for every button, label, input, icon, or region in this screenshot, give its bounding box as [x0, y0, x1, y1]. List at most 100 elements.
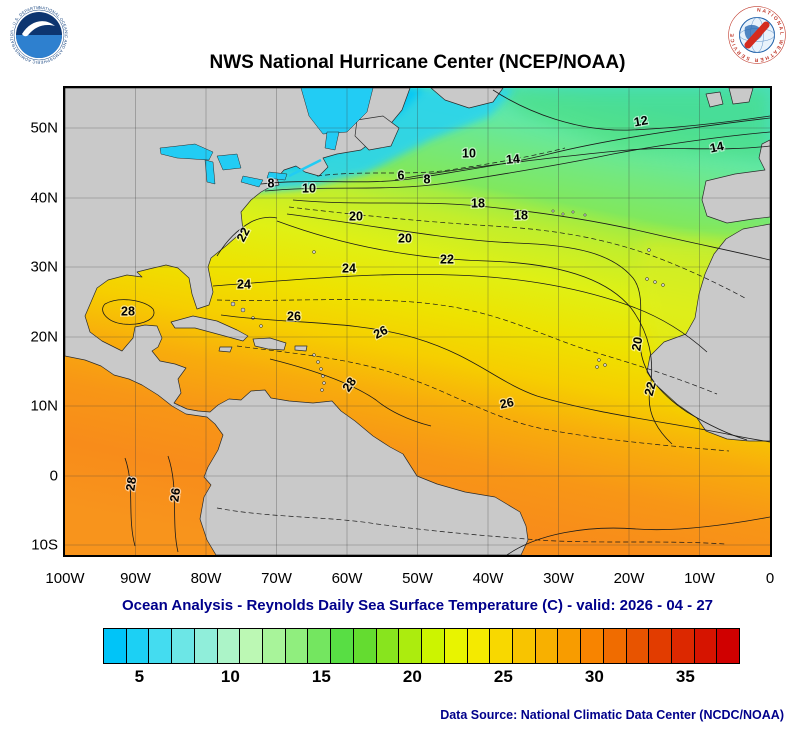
colorbar-cell — [126, 629, 150, 663]
colorbar-cell — [558, 629, 582, 663]
map-caption: Ocean Analysis - Reynolds Daily Sea Surf… — [121, 597, 714, 614]
lat-tick-label: 50N — [30, 119, 58, 137]
colorbar-cell — [149, 629, 173, 663]
lon-tick-label: 90W — [120, 570, 151, 587]
contour-label: 28 — [123, 476, 139, 492]
map-frame: 12 14 14 10 6 8 8 10 18 18 20 20 22 22 24 24 26 26 28 28 26 2… — [63, 86, 772, 557]
nws-red-slash-icon — [744, 21, 770, 49]
isotherm-25 — [216, 299, 718, 395]
contour-label: 22 — [642, 380, 659, 397]
colorbar-cell — [104, 629, 127, 663]
africa-landmass — [646, 223, 770, 442]
colorbar-tick-label: 35 — [675, 667, 695, 686]
colorbar-cell — [331, 629, 354, 663]
colorbar-cell — [353, 629, 377, 663]
page-title: NWS National Hurricane Center (NCEP/NOAA… — [209, 52, 626, 73]
isotherm-28-caribbean — [269, 358, 432, 427]
lon-tick-label: 10W — [684, 570, 715, 587]
lon-tick-label: 70W — [261, 570, 292, 587]
isotherm-24 — [212, 273, 708, 353]
contour-labels: 12 14 14 10 6 8 8 10 18 18 20 20 22 22 24 24 26 26 28 28 26 2… — [120, 112, 727, 504]
colorbar-cell — [285, 629, 309, 663]
lat-tick-label: 30N — [30, 258, 58, 276]
contour-label: 10 — [302, 181, 316, 195]
isotherm-27-equatorial — [216, 507, 726, 545]
colorbar-cell — [649, 629, 672, 663]
colorbar-cell — [535, 629, 559, 663]
colorbar-cell — [399, 629, 423, 663]
contour-label: 22 — [440, 252, 454, 266]
isotherm-10 — [264, 131, 770, 192]
contour-label: 20 — [629, 336, 645, 352]
colorbar-tick-label: 30 — [584, 667, 604, 686]
cuba-island — [170, 315, 249, 342]
newfoundland-island — [354, 115, 400, 151]
colorbar-cell — [626, 629, 650, 663]
colorbar-cell — [376, 629, 400, 663]
contour-label: 18 — [514, 208, 528, 222]
contour-label: 28 — [121, 304, 135, 318]
contour-label: 24 — [237, 277, 251, 291]
colorbar-cell — [444, 629, 468, 663]
isotherm-28-gulf — [102, 299, 155, 325]
greenland-tip — [430, 88, 504, 109]
colorbar-cell — [490, 629, 513, 663]
colorbar-tick-label: 10 — [220, 667, 240, 686]
isotherm-28-pacific — [124, 457, 136, 547]
colorbar-cell — [263, 629, 286, 663]
isotherm-20 — [286, 213, 748, 441]
isotherm-12 — [492, 89, 770, 131]
noaa-ocean-half — [16, 35, 62, 58]
lat-tick-label: 10S — [31, 536, 58, 554]
contour-label: 26 — [287, 309, 301, 323]
lake-erie — [240, 175, 264, 188]
isotherm-26-pacific — [167, 455, 179, 553]
colorbar-cell — [717, 629, 740, 663]
contour-label: 26 — [499, 395, 516, 412]
puerto-rico-island — [294, 345, 308, 352]
contour-label: 12 — [633, 113, 649, 129]
contour-label: 18 — [471, 196, 485, 210]
lon-tick-label: 20W — [613, 570, 645, 587]
colorbar-cell — [194, 629, 218, 663]
lat-tick-label: 40N — [30, 189, 58, 207]
contour-label: 26 — [167, 487, 183, 503]
jamaica-island — [218, 346, 233, 353]
lat-tick-label: 10N — [30, 397, 58, 415]
colorbar-cell — [671, 629, 695, 663]
inland-water — [159, 88, 374, 188]
colorbar-cell — [512, 629, 536, 663]
noaa-gull-icon — [22, 21, 55, 37]
nws-logo: NATIONAL WEATHER SERVICE — [728, 6, 786, 69]
lake-michigan — [204, 159, 216, 185]
sst-map: 12 14 14 10 6 8 8 10 18 18 20 20 22 22 24 24 26 26 28 28 26 2… — [65, 88, 770, 555]
contour-label: 8 — [268, 176, 275, 190]
hispaniola-island — [252, 337, 287, 351]
colorbar-tick-label: 15 — [311, 667, 331, 686]
ireland-island — [705, 91, 724, 108]
james-bay — [324, 131, 340, 151]
lake-superior — [159, 143, 214, 161]
temperature-colorbar — [103, 628, 740, 664]
lat-tick-label: 0 — [49, 467, 58, 485]
lat-tick-label: 20N — [30, 328, 58, 346]
isotherm-6 — [316, 147, 566, 177]
contour-label: 8 — [424, 172, 431, 186]
colorbar-cell — [694, 629, 718, 663]
lon-tick-label: 60W — [331, 570, 363, 587]
lon-tick-label: 80W — [190, 570, 222, 587]
isotherm-22 — [276, 220, 673, 445]
st-lawrence-river — [288, 158, 322, 178]
colorbar-tick-label: 5 — [134, 667, 145, 686]
colorbar-cell — [240, 629, 264, 663]
small-islands — [129, 209, 665, 480]
britain-island — [728, 88, 754, 105]
noaa-logo-svg: NATIONAL OCEANIC AND ATMOSPHERIC ADMINIS… — [6, 0, 69, 65]
contour-label: 14 — [709, 139, 726, 156]
lon-tick-label: 40W — [472, 570, 504, 587]
iberia-france-landmass — [701, 139, 770, 224]
contour-label: 20 — [398, 231, 412, 245]
isotherm-18 — [292, 199, 770, 261]
lon-tick-label: 0 — [765, 570, 775, 587]
